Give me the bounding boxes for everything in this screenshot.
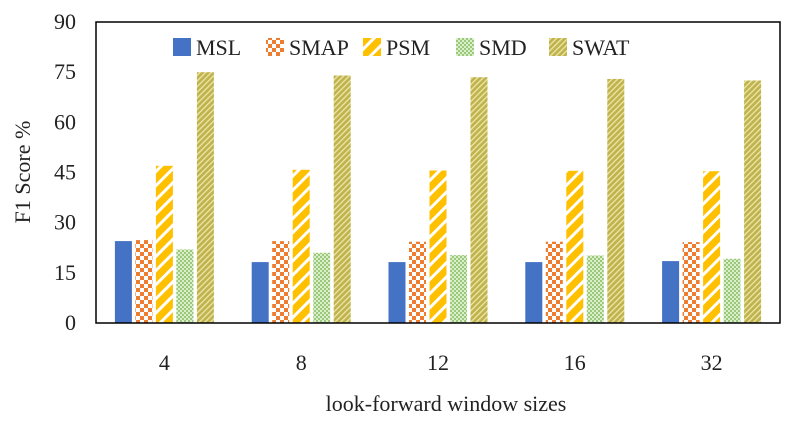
legend-swatch-swat (549, 38, 567, 56)
x-tick-label: 16 (564, 350, 586, 375)
bar-msl-4 (114, 241, 132, 323)
bar-psm-12 (429, 170, 447, 323)
bar-smap-16 (545, 241, 563, 323)
bar-msl-12 (388, 262, 406, 323)
bar-swat-16 (607, 78, 625, 324)
legend-label-smd: SMD (479, 35, 527, 60)
legend-label-swat: SWAT (572, 35, 630, 60)
x-tick-label: 32 (701, 350, 723, 375)
bar-smap-4 (135, 240, 153, 323)
bar-psm-8 (292, 169, 310, 323)
bar-psm-4 (155, 165, 173, 323)
x-tick-label: 12 (427, 350, 449, 375)
x-tick-label: 4 (159, 350, 170, 375)
bar-swat-12 (470, 77, 488, 323)
bar-swat-4 (196, 72, 214, 323)
bar-swat-32 (744, 80, 762, 323)
y-tick-label: 30 (54, 210, 76, 235)
x-axis-title: look-forward window sizes (326, 391, 567, 416)
y-tick-label: 75 (54, 59, 76, 84)
bar-psm-16 (566, 170, 584, 323)
x-tick-label: 8 (296, 350, 307, 375)
legend-swatch-msl (173, 38, 191, 56)
bar-msl-32 (662, 261, 680, 323)
bar-smd-32 (723, 258, 741, 323)
y-axis-title: F1 Score % (10, 121, 35, 224)
plot-frame (95, 21, 781, 324)
legend-swatch-smd (456, 38, 474, 56)
legend-label-psm: PSM (386, 35, 430, 60)
bar-smap-32 (682, 242, 700, 323)
legend-label-msl: MSL (196, 35, 241, 60)
bar-psm-32 (703, 171, 721, 323)
y-tick-label: 45 (54, 160, 76, 185)
bar-smd-4 (176, 249, 194, 323)
bar-smd-8 (313, 252, 331, 323)
legend-swatch-psm (363, 38, 381, 56)
y-tick-label: 0 (65, 310, 76, 335)
bar-msl-16 (525, 262, 543, 323)
y-tick-label: 60 (54, 109, 76, 134)
bar-smd-16 (586, 255, 604, 323)
legend-swatch-smap (266, 38, 284, 56)
y-tick-label: 15 (54, 260, 76, 285)
bar-swat-8 (333, 75, 351, 323)
y-tick-label: 90 (54, 9, 76, 34)
legend-label-smap: SMAP (289, 35, 349, 60)
legend: MSL SMAP PSM SMD SWAT (173, 35, 630, 60)
bar-msl-8 (251, 262, 269, 323)
bar-smap-12 (409, 241, 426, 323)
bar-smd-12 (450, 255, 467, 323)
bar-smap-8 (272, 241, 290, 323)
plot-area (114, 72, 762, 324)
